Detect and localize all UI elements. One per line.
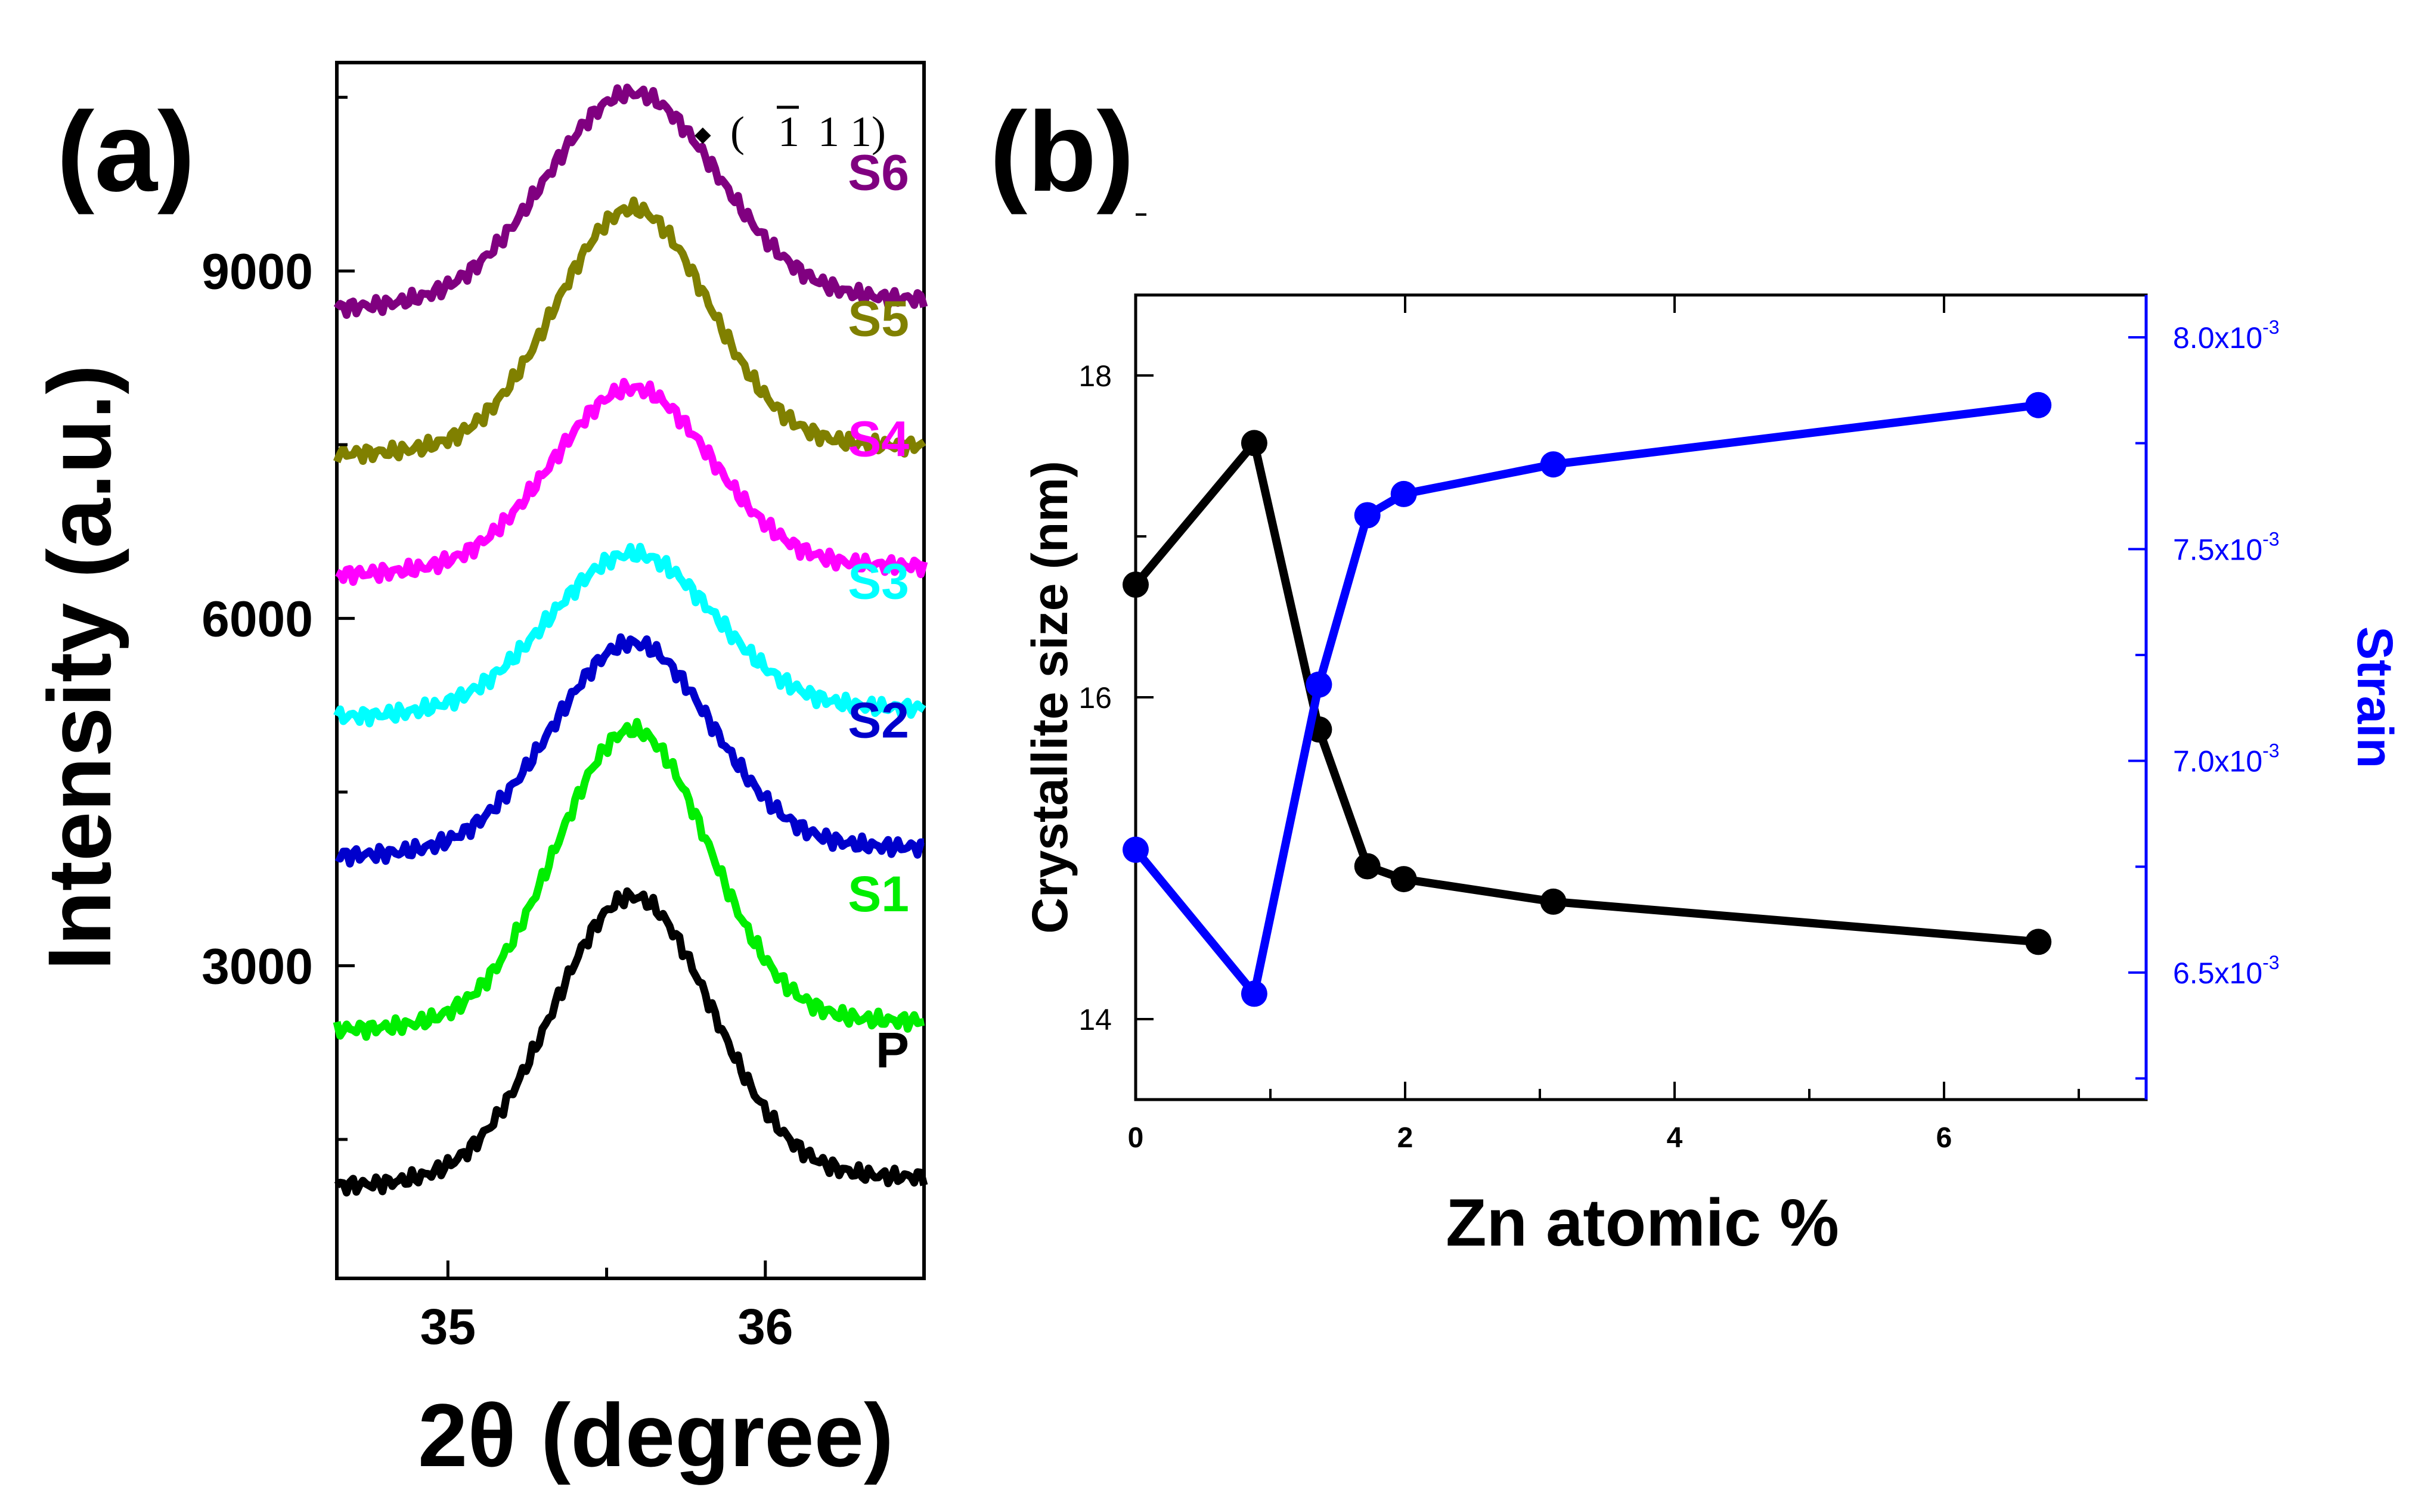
panel-b-right-y-tick-exponent: -3 bbox=[2262, 952, 2279, 973]
panel-a-x-tick-label: 35 bbox=[420, 1299, 476, 1355]
peak-annotation-indices: 1 1) bbox=[818, 108, 886, 156]
series-label-s5: S5 bbox=[848, 290, 909, 346]
data-point-crystallite-size bbox=[2025, 929, 2052, 955]
panel-b-plot: 0 2 4 6 14 16 18 6.5x10-3 7.0x10-3 7.5x10-3 8.0x… bbox=[1078, 213, 2280, 1154]
series-label-s6: S6 bbox=[848, 144, 909, 200]
panel-a: (a) 35 36 3000 6000 9000 P S1 S2 S3 S4 S5 S6 ◆ ( … bbox=[29, 61, 928, 1485]
panel-b-right-y-ticks: 6.5x10-3 7.0x10-3 7.5x10-3 8.0x10-3 bbox=[2128, 316, 2280, 1080]
peak-annotation-marker: ◆ bbox=[695, 122, 711, 146]
series-label-s1: S1 bbox=[848, 866, 909, 922]
data-point-crystallite-size bbox=[1540, 888, 1567, 915]
xrd-trace-s6 bbox=[333, 83, 928, 319]
panel-b-left-y-tick-label: 14 bbox=[1078, 1003, 1112, 1036]
xrd-trace-s1 bbox=[333, 718, 925, 1041]
data-point-crystallite-size bbox=[1390, 866, 1417, 893]
panel-b-right-y-tick-exponent: -3 bbox=[2262, 740, 2279, 762]
data-point-crystallite-size bbox=[1123, 572, 1149, 598]
panel-a-y-tick-label: 9000 bbox=[201, 244, 313, 300]
panel-b-right-y-tick-label: 7.5x10-3 bbox=[2173, 528, 2280, 566]
panel-b-series bbox=[1123, 392, 2052, 1007]
peak-annotation: ◆ ( 1 1 1) bbox=[695, 105, 886, 156]
series-label-p: P bbox=[876, 1022, 909, 1078]
panel-a-plot: 35 36 3000 6000 9000 P S1 S2 S3 S4 S5 S6 bbox=[201, 61, 928, 1355]
panel-b-y-axis-title: Crystallite size (nm) bbox=[1022, 461, 1078, 934]
xrd-trace-s2 bbox=[334, 633, 925, 868]
data-point-crystallite-size bbox=[1354, 853, 1381, 880]
panel-b-left-y-ticks: 14 16 18 bbox=[1078, 213, 1154, 1036]
panel-b-label: (b) bbox=[990, 89, 1134, 215]
panel-a-traces bbox=[333, 83, 928, 1197]
panel-b-left-y-tick-label: 18 bbox=[1078, 359, 1112, 393]
xrd-trace-s5 bbox=[333, 196, 926, 465]
panel-b-x-tick-label: 0 bbox=[1128, 1122, 1144, 1154]
panel-b-right-y-tick-exponent: -3 bbox=[2262, 528, 2279, 549]
panel-b-x-ticks: 0 2 4 6 bbox=[1128, 295, 2080, 1154]
data-point-crystallite-size bbox=[1241, 430, 1267, 457]
panel-b-right-y-tick-label: 6.5x10-3 bbox=[2173, 952, 2280, 990]
panel-a-y-tick-label: 6000 bbox=[201, 591, 313, 647]
panel-b-right-y-tick-label: 8.0x10-3 bbox=[2173, 316, 2280, 355]
data-point-strain bbox=[1354, 502, 1381, 529]
panel-a-series-labels: P S1 S2 S3 S4 S5 S6 bbox=[848, 144, 909, 1078]
panel-b-x-tick-label: 2 bbox=[1397, 1122, 1413, 1154]
panel-a-y-tick-label: 3000 bbox=[201, 938, 313, 994]
data-point-strain bbox=[1390, 480, 1417, 507]
panel-b-right-y-tick-exponent: -3 bbox=[2262, 316, 2279, 338]
xrd-trace-p bbox=[334, 887, 928, 1197]
panel-b-x-tick-label: 6 bbox=[1936, 1122, 1952, 1154]
xrd-trace-s4 bbox=[335, 378, 928, 586]
data-point-strain bbox=[1123, 836, 1149, 863]
panel-b-right-axis-title: Strain bbox=[2347, 626, 2403, 768]
peak-annotation-open-paren: ( bbox=[730, 108, 745, 156]
panel-b-x-tick-label: 4 bbox=[1667, 1122, 1683, 1154]
panel-a-x-axis-title: 2θ (degree) bbox=[418, 1385, 894, 1485]
series-label-s3: S3 bbox=[848, 553, 909, 609]
data-point-strain bbox=[2025, 392, 2052, 418]
panel-a-y-ticks: 3000 6000 9000 bbox=[201, 95, 355, 1141]
panel-b-right-y-tick-label: 7.0x10-3 bbox=[2173, 740, 2280, 778]
panel-a-label: (a) bbox=[57, 89, 195, 215]
data-point-strain bbox=[1306, 671, 1332, 698]
panel-b-x-axis-title: Zn atomic % bbox=[1446, 1185, 1839, 1260]
panel-b: (b) 0 2 4 6 14 16 18 6.5x10-3 7.0x10-3 7.5x10-3… bbox=[990, 89, 2403, 1260]
panel-a-y-axis-title: Intensity (a.u.) bbox=[29, 365, 129, 971]
series-label-s4: S4 bbox=[848, 411, 909, 467]
panel-a-x-ticks: 35 36 bbox=[420, 1260, 793, 1355]
xrd-trace-s3 bbox=[333, 542, 926, 728]
panel-b-left-y-tick-label: 16 bbox=[1078, 681, 1112, 715]
peak-annotation-bar-index: 1 bbox=[778, 108, 799, 156]
data-point-strain bbox=[1241, 980, 1267, 1007]
series-label-s2: S2 bbox=[848, 692, 909, 748]
panel-a-frame bbox=[335, 61, 926, 1280]
data-point-strain bbox=[1540, 451, 1567, 478]
panel-a-x-tick-label: 36 bbox=[737, 1299, 793, 1355]
